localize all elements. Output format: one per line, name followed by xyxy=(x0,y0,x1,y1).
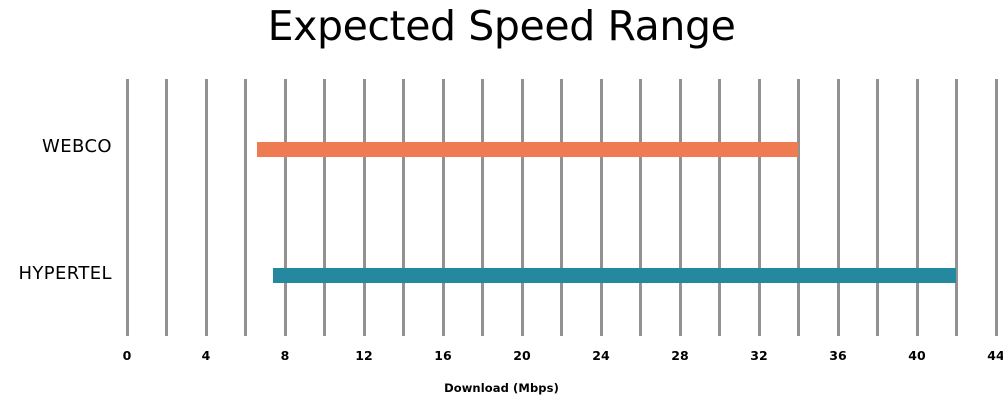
plot-area xyxy=(125,79,998,336)
gridline xyxy=(560,79,563,336)
x-tick-label: 16 xyxy=(434,348,452,363)
x-tick-label: 4 xyxy=(201,348,211,363)
x-tick-label: 0 xyxy=(122,348,132,363)
gridline xyxy=(678,79,682,336)
x-tick-label: 12 xyxy=(355,348,373,363)
x-axis-title: Download (Mbps) xyxy=(444,381,559,395)
chart-title: Expected Speed Range xyxy=(267,2,736,50)
gridline xyxy=(323,79,326,336)
x-tick-label: 24 xyxy=(592,348,610,363)
gridline xyxy=(915,79,919,336)
x-tick-label: 32 xyxy=(750,348,768,363)
x-tick-label: 44 xyxy=(987,348,1003,363)
x-tick-label: 40 xyxy=(908,348,926,363)
category-label-hypertel: HYPERTEL xyxy=(18,262,112,284)
x-tick-label: 20 xyxy=(513,348,531,363)
gridline xyxy=(441,79,445,336)
gridline xyxy=(836,79,840,336)
range-bar-hypertel[interactable] xyxy=(273,268,957,283)
gridline xyxy=(125,79,129,336)
range-bar-webco[interactable] xyxy=(257,141,799,157)
category-label-webco: WEBCO xyxy=(42,136,112,157)
gridline xyxy=(639,79,642,336)
gridline xyxy=(994,79,998,336)
gridline xyxy=(481,79,484,336)
gridline xyxy=(797,79,800,336)
gridline xyxy=(599,79,603,336)
gridline xyxy=(244,79,247,336)
gridline xyxy=(520,79,524,336)
x-tick-label: 28 xyxy=(671,348,689,363)
gridline xyxy=(955,79,958,336)
gridline xyxy=(362,79,366,336)
gridline xyxy=(204,79,208,336)
gridline xyxy=(165,79,168,336)
gridline xyxy=(757,79,761,336)
gridline xyxy=(402,79,405,336)
gridline xyxy=(283,79,287,336)
gridline xyxy=(718,79,721,336)
x-tick-label: 8 xyxy=(280,348,290,363)
x-tick-label: 36 xyxy=(829,348,847,363)
gridline xyxy=(876,79,879,336)
